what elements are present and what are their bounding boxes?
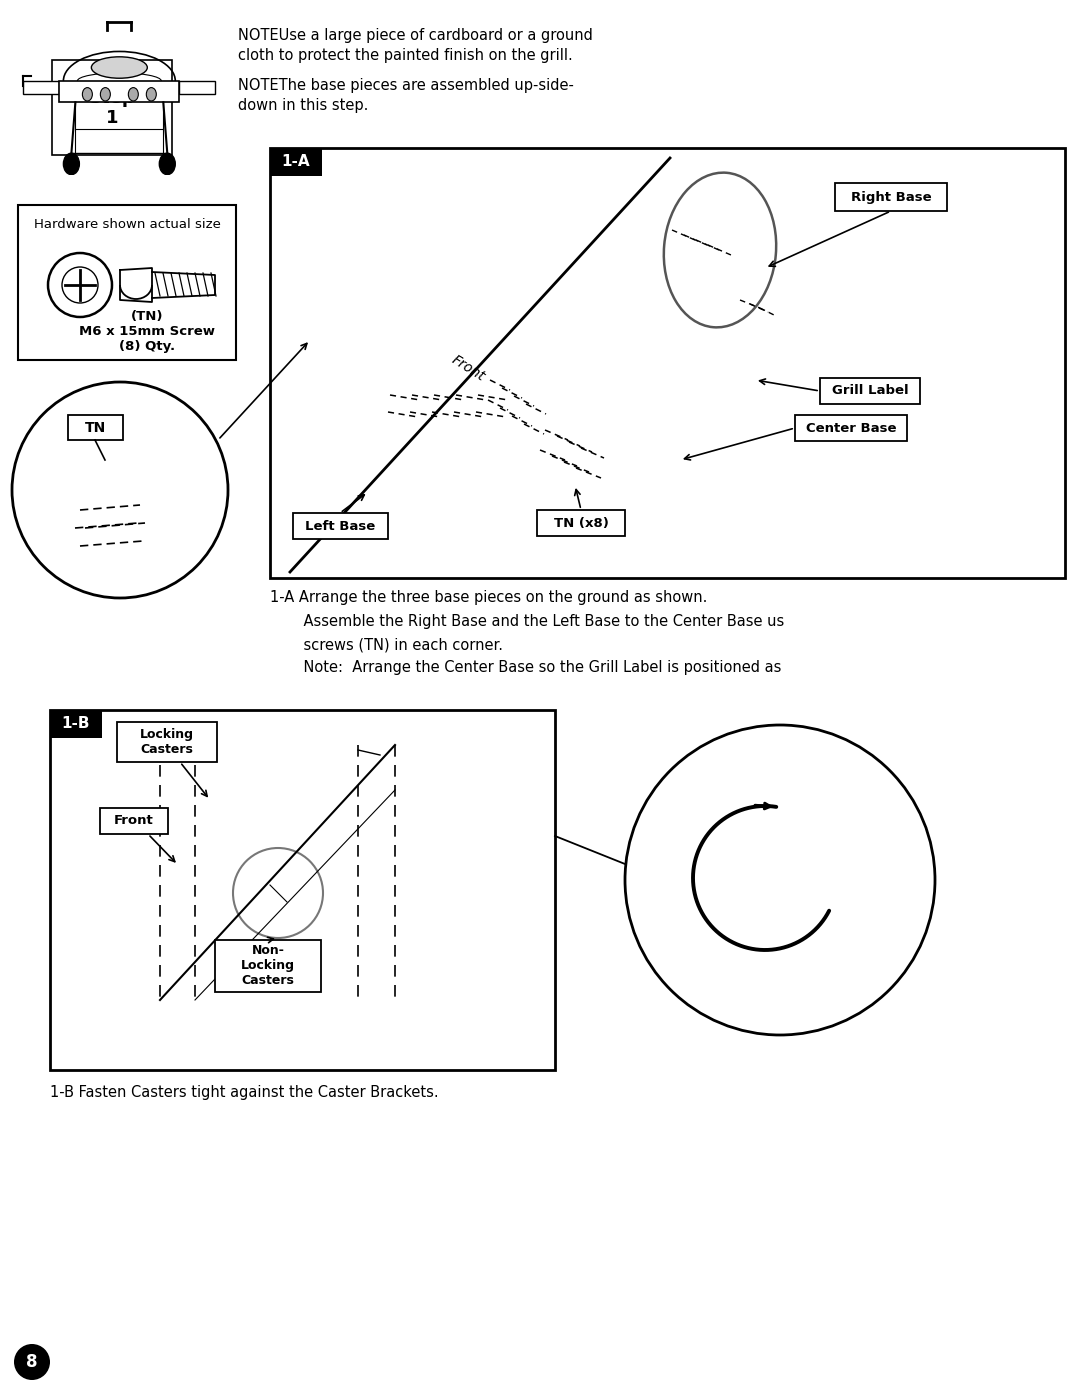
Text: 8: 8	[26, 1354, 38, 1370]
Text: NOTEUse a large piece of cardboard or a ground
cloth to protect the painted fini: NOTEUse a large piece of cardboard or a …	[238, 28, 593, 63]
Text: 1-B: 1-B	[62, 717, 91, 732]
Bar	[835, 183, 947, 211]
Bar	[795, 415, 907, 441]
Bar	[18, 205, 237, 360]
Text: Center Base: Center Base	[806, 422, 896, 434]
Text: Hardware shown actual size: Hardware shown actual size	[33, 218, 220, 231]
Circle shape	[48, 253, 112, 317]
Text: Left Base: Left Base	[306, 520, 376, 532]
Circle shape	[62, 267, 98, 303]
Polygon shape	[120, 268, 152, 302]
Text: Front: Front	[449, 352, 487, 384]
Ellipse shape	[664, 173, 777, 327]
Circle shape	[64, 154, 80, 175]
Circle shape	[82, 88, 93, 101]
Text: Locking
Casters: Locking Casters	[140, 728, 194, 756]
Bar	[820, 379, 920, 404]
Text: 1-A: 1-A	[282, 155, 310, 169]
Circle shape	[129, 88, 138, 101]
Text: TN (x8): TN (x8)	[554, 517, 608, 529]
Text: TN: TN	[85, 420, 106, 434]
Circle shape	[14, 1344, 50, 1380]
Ellipse shape	[92, 57, 147, 78]
Circle shape	[160, 154, 175, 175]
Text: Front: Front	[114, 814, 153, 827]
Circle shape	[625, 725, 935, 1035]
Text: screws (TN) in each corner.: screws (TN) in each corner.	[285, 637, 503, 652]
Text: Right Base: Right Base	[851, 190, 931, 204]
Bar	[50, 710, 102, 738]
Text: Grill Label: Grill Label	[832, 384, 908, 398]
Bar	[50, 710, 555, 1070]
Text: 1-A Arrange the three base pieces on the ground as shown.: 1-A Arrange the three base pieces on the…	[270, 590, 707, 605]
Bar	[68, 415, 123, 440]
Bar	[270, 148, 1065, 578]
Text: (TN)
M6 x 15mm Screw
(8) Qty.: (TN) M6 x 15mm Screw (8) Qty.	[79, 310, 215, 353]
Bar	[100, 807, 168, 834]
Bar	[215, 940, 321, 992]
Text: 1-B Fasten Casters tight against the Caster Brackets.: 1-B Fasten Casters tight against the Cas…	[50, 1085, 438, 1099]
Text: Step
1: Step 1	[89, 88, 135, 127]
Circle shape	[146, 88, 157, 101]
Circle shape	[100, 88, 110, 101]
Bar	[24, 81, 59, 95]
Text: NOTEThe base pieces are assembled up-side-
down in this step.: NOTEThe base pieces are assembled up-sid…	[238, 78, 573, 113]
Circle shape	[12, 381, 228, 598]
Bar	[537, 510, 625, 536]
Bar	[117, 722, 217, 761]
Polygon shape	[152, 272, 215, 298]
Bar	[52, 60, 172, 155]
Bar	[179, 81, 215, 95]
Bar	[270, 148, 322, 176]
Bar	[293, 513, 388, 539]
Text: Non-
Locking
Casters: Non- Locking Casters	[241, 944, 295, 988]
Text: Note:  Arrange the Center Base so the Grill Label is positioned as: Note: Arrange the Center Base so the Gri…	[285, 659, 781, 675]
Text: Assemble the Right Base and the Left Base to the Center Base us: Assemble the Right Base and the Left Bas…	[285, 615, 784, 629]
Circle shape	[233, 848, 323, 937]
Bar	[59, 81, 179, 102]
